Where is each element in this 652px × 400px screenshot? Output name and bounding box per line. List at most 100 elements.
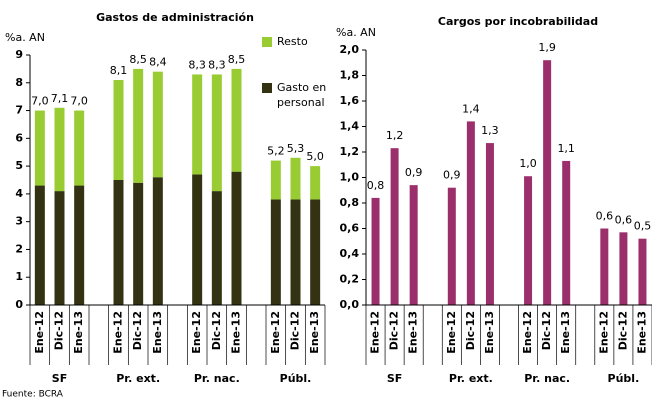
value-label: 1,0 [519, 157, 537, 170]
bar-segment [113, 180, 124, 305]
x-tick-label: Dic-12 [540, 311, 553, 350]
y-tick-label: 0,8 [340, 196, 360, 209]
group-label: Pr. ext. [116, 372, 160, 385]
value-label: 0,6 [596, 210, 614, 223]
group-label: Pr. ext. [449, 372, 493, 385]
bar [466, 121, 475, 306]
total-label: 7,0 [31, 95, 49, 108]
bar-segment [54, 107, 65, 192]
value-label: 1,3 [481, 124, 499, 137]
value-label: 1,9 [538, 41, 556, 54]
bar-segment [34, 185, 45, 305]
bar [619, 232, 628, 305]
x-tick-label: Ene-12 [597, 311, 610, 354]
value-label: 0,9 [405, 166, 423, 179]
value-label: 0,8 [367, 179, 385, 192]
x-tick-label: Ene-13 [230, 311, 243, 354]
bar [371, 197, 380, 305]
y-axis-label: %a. AN [336, 26, 376, 39]
group-label: Públ. [280, 372, 312, 385]
x-tick-label: Dic-12 [616, 311, 629, 350]
y-tick-label: 1,6 [340, 94, 360, 107]
y-tick-label: 3 [15, 215, 23, 228]
group-label: Pr. nac. [524, 372, 570, 385]
x-tick-label: Ene-13 [559, 311, 572, 354]
legend-swatch [262, 83, 272, 93]
bar-segment [231, 171, 242, 305]
bar-segment [290, 157, 301, 200]
value-label: 0,5 [634, 220, 652, 233]
y-axis-label: %a. AN [5, 31, 45, 44]
x-tick-label: Ene-12 [33, 311, 46, 354]
x-tick-label: Dic-12 [210, 311, 223, 350]
bar-segment [152, 71, 163, 178]
x-tick-label: Dic-12 [289, 311, 302, 350]
bar-segment [310, 166, 321, 200]
total-label: 8,5 [228, 53, 246, 66]
bar-segment [133, 182, 144, 305]
value-label: 1,4 [462, 102, 480, 115]
y-tick-label: 6 [15, 131, 23, 144]
bar-segment [270, 160, 281, 200]
total-label: 8,4 [149, 56, 167, 69]
bar [390, 148, 399, 305]
bar [524, 176, 533, 305]
legend-swatch [262, 37, 272, 47]
group-label: SF [387, 372, 402, 385]
y-tick-label: 0,0 [340, 298, 360, 311]
x-tick-label: Ene-13 [483, 311, 496, 354]
bar [447, 187, 456, 305]
value-label: 0,6 [615, 213, 633, 226]
chart-title: Cargos por incobrabilidad [438, 15, 598, 28]
value-label: 0,9 [443, 169, 461, 182]
x-tick-label: Dic-12 [388, 311, 401, 350]
x-tick-label: Ene-12 [369, 311, 382, 354]
x-tick-label: Ene-12 [190, 311, 203, 354]
total-label: 8,5 [129, 53, 147, 66]
x-tick-label: Ene-13 [407, 311, 420, 354]
y-tick-label: 9 [15, 48, 23, 61]
bar-segment [152, 177, 163, 305]
x-tick-label: Ene-13 [308, 311, 321, 354]
x-tick-label: Dic-12 [53, 311, 66, 350]
y-tick-label: 1,8 [340, 69, 360, 82]
total-label: 8,1 [110, 64, 128, 77]
y-tick-label: 1 [15, 270, 23, 283]
bar-segment [231, 68, 242, 172]
bar-segment [74, 185, 85, 305]
y-tick-label: 7 [15, 104, 23, 117]
bar-segment [34, 110, 45, 186]
y-tick-label: 5 [15, 159, 23, 172]
bar-segment [192, 174, 203, 305]
y-tick-label: 2,0 [340, 43, 360, 56]
legend-label: Resto [277, 35, 308, 48]
group-label: Públ. [608, 372, 640, 385]
x-tick-label: Ene-13 [635, 311, 648, 354]
bar-segment [113, 80, 124, 180]
x-tick-label: Ene-12 [521, 311, 534, 354]
x-tick-label: Ene-13 [151, 311, 164, 354]
total-label: 8,3 [208, 58, 226, 71]
bar-segment [74, 110, 85, 186]
bar-segment [270, 199, 281, 305]
bar [638, 238, 647, 305]
x-tick-label: Dic-12 [464, 311, 477, 350]
x-tick-label: Ene-12 [112, 311, 125, 354]
source: Fuente: BCRA [2, 390, 64, 400]
total-label: 5,3 [287, 142, 305, 155]
x-tick-label: Ene-12 [445, 311, 458, 354]
x-tick-label: Ene-12 [269, 311, 282, 354]
x-tick-label: Dic-12 [131, 311, 144, 350]
bar-segment [290, 199, 301, 305]
group-label: Pr. nac. [194, 372, 240, 385]
y-tick-label: 0,4 [340, 247, 360, 260]
bar [485, 143, 494, 305]
y-tick-label: 2 [15, 242, 23, 255]
value-label: 1,1 [557, 142, 575, 155]
y-tick-label: 4 [15, 187, 23, 200]
bar-segment [211, 74, 222, 192]
bar-segment [310, 199, 321, 305]
group-label: SF [52, 372, 67, 385]
y-tick-label: 0,6 [340, 222, 360, 235]
